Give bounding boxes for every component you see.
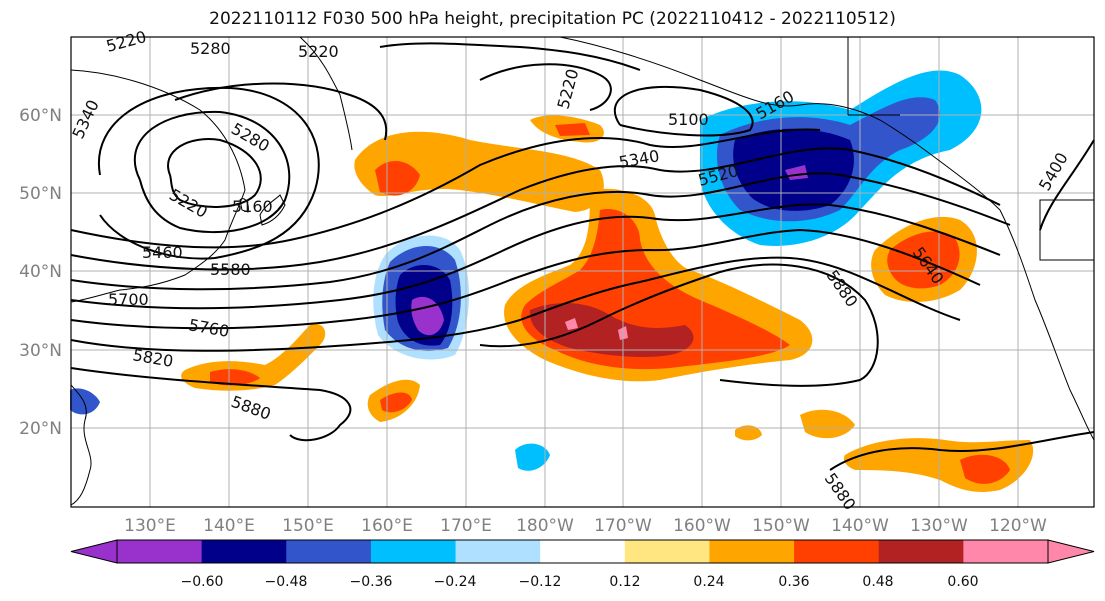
colorbar-tick-label: 0.36: [778, 574, 809, 590]
colorbar-segment: [624, 540, 710, 563]
lat-label: 50°N: [19, 184, 62, 204]
svg-text:5100: 5100: [668, 110, 709, 129]
lon-label: 140°W: [831, 516, 889, 536]
coastlines: [70, 36, 1095, 506]
svg-text:5460: 5460: [142, 243, 183, 262]
colorbar-tick-label: −0.24: [434, 574, 477, 590]
svg-text:5580: 5580: [210, 260, 251, 279]
colorbar-segment: [794, 540, 880, 563]
colorbar-tick-label: 0.24: [693, 574, 724, 590]
lon-label: 140°E: [203, 516, 255, 536]
colorbar-segment: [963, 540, 1049, 563]
lon-label: 130°W: [910, 516, 968, 536]
lon-label: 160°W: [673, 516, 731, 536]
colorbar-frame: [116, 539, 1049, 564]
colorbar-segment: [540, 540, 626, 563]
colorbar-segment: [455, 540, 541, 563]
colorbar: [70, 539, 1095, 564]
colorbar-tick-label: 0.12: [609, 574, 640, 590]
colorbar-segment: [286, 540, 372, 563]
svg-text:5700: 5700: [108, 290, 149, 309]
lat-lon-grid: [71, 37, 1094, 507]
colorbar-extend-max: [1047, 539, 1095, 564]
svg-text:5160: 5160: [232, 197, 273, 216]
lon-label: 160°E: [361, 516, 413, 536]
colorbar-segment: [117, 540, 203, 563]
colorbar-ticks: −0.60 −0.48 −0.36 −0.24 −0.12 0.12 0.24 …: [181, 574, 979, 590]
colorbar-tick-label: 0.48: [862, 574, 893, 590]
colorbar-segment: [709, 540, 795, 563]
lat-label: 60°N: [19, 106, 62, 126]
lon-label: 170°E: [440, 516, 492, 536]
lat-label: 20°N: [19, 419, 62, 439]
colorbar-segment: [370, 540, 457, 563]
colorbar-segment: [878, 540, 964, 563]
colorbar-tick-label: −0.12: [519, 574, 562, 590]
lon-label: 120°W: [989, 516, 1047, 536]
lat-label: 30°N: [19, 341, 62, 361]
map-title: 2022110112 F030 500 hPa height, precipit…: [209, 9, 896, 29]
lon-label: 180°W: [516, 516, 574, 536]
height-contours: [70, 42, 1095, 471]
svg-text:5280: 5280: [190, 39, 231, 58]
lon-label: 170°W: [594, 516, 652, 536]
lat-label: 40°N: [19, 262, 62, 282]
colorbar-tick-label: −0.60: [181, 574, 224, 590]
lat-labels: 60°N 50°N 40°N 30°N 20°N: [19, 106, 62, 439]
svg-text:5220: 5220: [298, 42, 339, 61]
colorbar-tick-label: −0.48: [265, 574, 308, 590]
map-frame: [70, 36, 1095, 508]
lon-label: 150°E: [282, 516, 334, 536]
lon-labels: 130°E 140°E 150°E 160°E 170°E 180°W 170°…: [124, 516, 1047, 536]
colorbar-tick-label: 0.60: [947, 574, 978, 590]
lon-label: 130°E: [124, 516, 176, 536]
lon-label: 150°W: [752, 516, 810, 536]
colorbar-extend-min: [70, 539, 118, 564]
colorbar-segment: [201, 540, 287, 563]
colorbar-tick-label: −0.36: [350, 574, 393, 590]
